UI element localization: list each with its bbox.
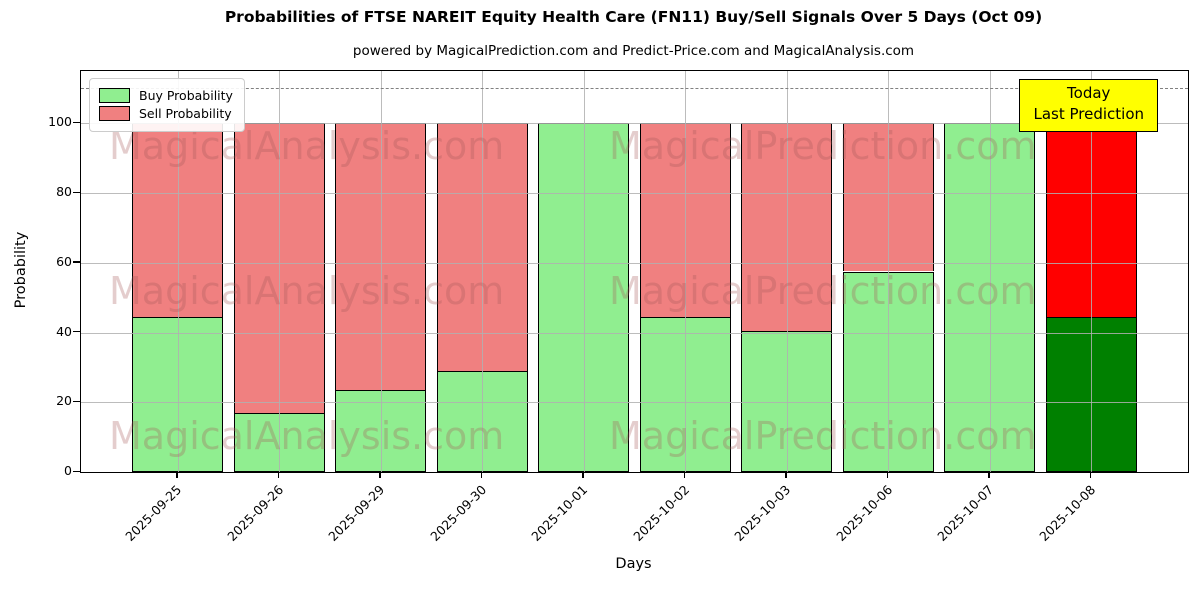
bar-sell-segment-2025-10-03 xyxy=(741,123,833,331)
x-tick-2025-10-07 xyxy=(988,471,990,478)
bar-buy-segment-2025-09-29 xyxy=(335,390,427,472)
x-tick-label-2025-10-02: 2025-10-02 xyxy=(629,482,692,544)
bar-sell-segment-2025-09-26 xyxy=(233,123,325,413)
buy-probability-swatch xyxy=(99,88,130,103)
x-tick-2025-10-02 xyxy=(683,471,686,478)
legend-item-sell: Sell Probability xyxy=(99,106,233,121)
threshold-dashed-line xyxy=(81,88,1188,90)
x-tick-label-2025-10-07: 2025-10-07 xyxy=(934,482,997,544)
bar-buy-segment-2025-09-25 xyxy=(132,316,224,472)
y-tick-label-20: 20 xyxy=(56,393,72,409)
y-tick-0 xyxy=(73,470,80,472)
bar-sell-segment-2025-09-30 xyxy=(436,123,528,371)
legend-label-buy: Buy Probability xyxy=(139,88,233,103)
x-tick-label-2025-09-26: 2025-09-26 xyxy=(223,482,286,544)
bar-buy-segment-2025-10-03 xyxy=(741,330,833,472)
x-tick-2025-10-01 xyxy=(582,471,584,478)
bar-sell-segment-2025-10-02 xyxy=(639,123,731,317)
x-tick-label-2025-10-03: 2025-10-03 xyxy=(731,482,794,544)
y-tick-label-0: 0 xyxy=(64,463,72,478)
x-tick-label-2025-09-30: 2025-09-30 xyxy=(426,482,489,544)
h-gridline-40 xyxy=(81,332,1188,334)
annotation-line-last-prediction: Last Prediction xyxy=(1033,105,1144,124)
v-gridline-2025-10-06 xyxy=(888,71,890,472)
x-tick-2025-10-08 xyxy=(1089,471,1092,478)
bar-sell-segment-2025-09-29 xyxy=(335,123,427,391)
bar-sell-segment-2025-10-06 xyxy=(842,123,934,272)
chart-subtitle: powered by MagicalPrediction.com and Pre… xyxy=(352,43,915,59)
h-gridline-100 xyxy=(81,123,1188,125)
v-gridline-2025-09-29 xyxy=(380,71,382,472)
legend-label-sell: Sell Probability xyxy=(139,106,232,121)
h-gridline-20 xyxy=(81,402,1188,404)
bar-buy-segment-2025-10-07 xyxy=(944,123,1036,472)
annotation-line-today: Today xyxy=(1067,84,1111,102)
v-gridline-2025-10-08 xyxy=(1091,71,1093,472)
today-last-prediction-box: Today Last Prediction xyxy=(1019,79,1158,132)
x-axis-label: Days xyxy=(615,556,652,572)
bar-buy-segment-2025-09-26 xyxy=(233,412,325,472)
x-tick-label-2025-10-06: 2025-10-06 xyxy=(832,482,895,544)
bar-sell-segment-2025-09-25 xyxy=(132,123,224,317)
legend-item-buy: Buy Probability xyxy=(99,88,233,103)
x-tick-label-2025-10-01: 2025-10-01 xyxy=(528,482,591,544)
x-tick-label-2025-09-29: 2025-09-29 xyxy=(325,482,388,544)
y-tick-label-100: 100 xyxy=(48,114,72,130)
y-tick-label-60: 60 xyxy=(56,253,72,269)
y-tick-label-80: 80 xyxy=(56,184,72,199)
x-tick-2025-09-29 xyxy=(379,471,381,478)
v-gridline-2025-10-03 xyxy=(786,71,788,472)
bar-buy-segment-2025-09-30 xyxy=(436,370,528,472)
y-tick-60 xyxy=(73,261,80,263)
x-tick-2025-10-03 xyxy=(785,471,787,478)
y-tick-100 xyxy=(73,121,80,124)
x-tick-label-2025-10-08: 2025-10-08 xyxy=(1035,482,1098,544)
bar-buy-segment-2025-10-02 xyxy=(639,316,731,472)
plot-area: Buy Probability Sell Probability Today L… xyxy=(80,70,1189,473)
x-tick-2025-10-06 xyxy=(886,471,889,478)
sell-probability-swatch xyxy=(99,106,130,121)
x-tick-2025-09-30 xyxy=(480,471,483,478)
y-tick-40 xyxy=(73,331,80,333)
x-tick-2025-09-26 xyxy=(277,471,280,478)
v-gridline-2025-09-25 xyxy=(177,71,179,472)
bar-buy-segment-2025-10-01 xyxy=(538,123,630,472)
v-gridline-2025-09-26 xyxy=(279,71,281,472)
x-tick-2025-09-25 xyxy=(176,471,178,478)
v-gridline-2025-10-02 xyxy=(685,71,687,472)
y-tick-80 xyxy=(73,191,80,193)
legend: Buy Probability Sell Probability xyxy=(89,78,245,132)
x-tick-label-2025-09-25: 2025-09-25 xyxy=(122,482,185,544)
y-tick-20 xyxy=(73,400,80,403)
v-gridline-2025-09-30 xyxy=(482,71,484,472)
v-gridline-2025-10-01 xyxy=(583,71,585,472)
bar-sell-segment-2025-10-08 xyxy=(1045,123,1137,317)
h-gridline-80 xyxy=(81,193,1188,194)
bar-buy-segment-2025-10-06 xyxy=(842,271,934,472)
y-tick-label-40: 40 xyxy=(56,323,72,339)
chart-title: Probabilities of FTSE NAREIT Equity Heal… xyxy=(224,8,1043,26)
bar-buy-segment-2025-10-08 xyxy=(1045,316,1137,472)
h-gridline-60 xyxy=(81,262,1188,264)
v-gridline-2025-10-07 xyxy=(989,71,991,472)
